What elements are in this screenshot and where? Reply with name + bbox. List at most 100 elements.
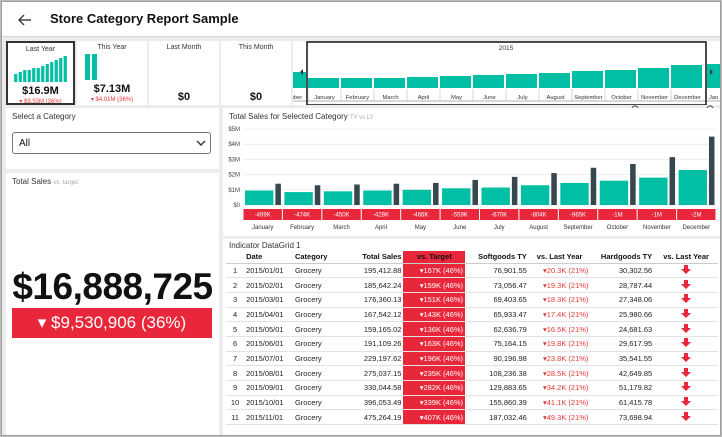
bar-ty[interactable] — [481, 187, 510, 205]
diff-label: -2M — [691, 213, 701, 219]
timeline-month-label: January — [314, 95, 335, 101]
timeline-bar — [293, 72, 306, 88]
timeline-bar — [638, 68, 669, 88]
table-cell: 2015/05/01 — [244, 321, 293, 337]
table-cell: 2015/04/01 — [244, 307, 293, 323]
column-header[interactable]: Category — [292, 251, 344, 264]
kpi-card-last-month[interactable]: Last Month $0 — [149, 41, 219, 105]
table-cell: ▾34.2K (21%) — [528, 380, 591, 396]
timeline-bar — [341, 78, 372, 88]
timeline-month-label: July — [517, 95, 527, 101]
bar-ty[interactable] — [323, 191, 353, 205]
table-row[interactable]: 11 2015/11/01 Grocery 475,264.19 ▾407K (46%)… — [226, 409, 718, 426]
y-tick-label: $1M — [228, 188, 240, 194]
arrow-left-icon[interactable] — [15, 10, 35, 30]
bar-ly[interactable] — [669, 157, 676, 205]
table-row[interactable]: 5 2015/05/01 Grocery 159,165.02 ▾136K (46%) 6… — [226, 321, 718, 337]
chevron-right-icon[interactable] — [710, 69, 713, 75]
timeline-bar — [539, 73, 570, 88]
table-cell: 24,681.63 — [590, 321, 655, 337]
timeline-bar — [572, 71, 603, 88]
sparkline-bar — [18, 72, 22, 82]
bar-ly[interactable] — [433, 182, 439, 205]
timeline-bar — [605, 70, 636, 88]
table-row[interactable]: 8 2015/08/01 Grocery 275,037.15 ▾235K (46%) 1… — [226, 365, 718, 381]
arrow-down-icon — [681, 411, 692, 421]
column-header[interactable]: vs. Last Year — [528, 251, 591, 264]
kpi-value: $7.13M — [93, 83, 131, 95]
kpi-card-this-year[interactable]: This Year $7.13M ▾ $4.01M (36%) — [77, 41, 147, 105]
table-row[interactable]: 9 2015/09/01 Grocery 330,044.58 ▾282K (46%) 1… — [226, 380, 718, 396]
table-row[interactable]: 6 2015/06/01 Grocery 191,109.26 ▾163K (46%) 7… — [226, 336, 718, 352]
sparkline-bar — [50, 62, 54, 82]
app-header: Store Category Report Sample — [2, 2, 720, 37]
table-cell: 75,164.15 — [465, 336, 529, 352]
bar-ly[interactable] — [630, 163, 636, 205]
table-row[interactable]: 2 2015/02/01 Grocery 185,642.24 ▾159K (46%) 7… — [226, 277, 718, 293]
kpi-card-this-month[interactable]: This Month $0 — [221, 41, 291, 105]
table-cell: 167,542.12 — [343, 307, 404, 323]
bar-ly[interactable] — [275, 183, 281, 205]
table-row[interactable]: 4 2015/04/01 Grocery 167,542.12 ▾143K (46%) 6… — [226, 307, 718, 323]
table-row[interactable]: 10 2015/10/01 Grocery 396,053.49 ▾339K (46%)… — [226, 395, 718, 411]
bar-ly[interactable] — [551, 173, 557, 205]
chevron-left-icon[interactable] — [300, 69, 303, 75]
kpi-sparkline — [14, 56, 67, 82]
kpi-delta: ▾ $9.53M (36%) — [19, 99, 62, 105]
bar-ty[interactable] — [245, 190, 274, 205]
table-row[interactable]: 7 2015/07/01 Grocery 229,197.62 ▾196K (46%) 9… — [226, 351, 718, 367]
column-header[interactable]: Hardgoods TY — [590, 251, 655, 264]
bar-ty[interactable] — [678, 170, 707, 205]
table-cell: 1 — [226, 263, 245, 279]
category-dropdown[interactable]: All — [12, 132, 211, 154]
y-tick-label: $2M — [228, 173, 240, 179]
x-tick-label: April — [375, 225, 387, 231]
table-cell: ▾407K (46%) — [403, 409, 466, 426]
table-cell: Grocery — [292, 380, 344, 396]
column-header[interactable] — [226, 251, 245, 264]
bar-ty[interactable] — [402, 189, 432, 205]
column-header[interactable]: vs. Target — [403, 251, 466, 264]
diff-label: -1M — [652, 213, 662, 219]
x-tick-label: September — [563, 225, 592, 231]
bar-ty[interactable] — [442, 188, 471, 205]
bar-ty[interactable] — [363, 190, 392, 205]
timeline-selection[interactable] — [306, 41, 707, 105]
category-select-title: Select a Category — [12, 112, 76, 121]
bar-ty[interactable] — [560, 182, 589, 205]
kpi-sparkline — [85, 54, 97, 80]
trend-cell — [654, 409, 718, 426]
column-header[interactable]: Total Sales — [343, 251, 404, 264]
table-cell: 3 — [226, 292, 245, 308]
timeline-bar — [440, 76, 471, 88]
table-cell: 185,642.24 — [343, 277, 404, 293]
column-header[interactable]: Softgoods TY — [465, 251, 529, 264]
timeline-navigator[interactable]: 2015 mber Jan January February March April M… — [293, 41, 720, 105]
diff-label-bg — [637, 209, 677, 220]
bar-ly[interactable] — [590, 167, 597, 205]
x-tick-label: May — [415, 225, 426, 231]
kpi-card-last-year[interactable]: Last Year $16.9M ▾ $9.53M (36%) — [6, 41, 75, 105]
bar-ly[interactable] — [314, 185, 321, 205]
bar-ty[interactable] — [599, 180, 629, 205]
total-sales-delta: ▾ $9,530,906 (36%) — [12, 308, 212, 338]
bar-ly[interactable] — [472, 179, 478, 205]
table-row[interactable]: 3 2015/03/01 Grocery 176,360.13 ▾151K (46%) 6… — [226, 292, 718, 308]
bar-ty[interactable] — [639, 177, 668, 205]
x-tick-label: July — [494, 225, 505, 231]
table-cell: 42,649.85 — [590, 365, 655, 381]
chart-title: Total Sales for Selected Category — [229, 112, 348, 121]
bar-ty[interactable] — [284, 192, 313, 205]
bar-ly[interactable] — [354, 184, 360, 205]
bar-ly[interactable] — [393, 183, 400, 205]
table-cell: 2015/10/01 — [244, 395, 293, 411]
column-header[interactable]: vs. Last Year — [654, 251, 718, 264]
diff-label-bg — [440, 209, 479, 220]
bar-ly[interactable] — [708, 136, 715, 205]
bar-ty[interactable] — [520, 185, 550, 205]
bar-ly[interactable] — [511, 176, 518, 205]
table-row[interactable]: 1 2015/01/01 Grocery 195,412.88 ▾167K (46%) 7… — [226, 263, 718, 279]
column-header[interactable]: Date — [244, 251, 293, 264]
diff-label: -450K — [334, 213, 350, 219]
